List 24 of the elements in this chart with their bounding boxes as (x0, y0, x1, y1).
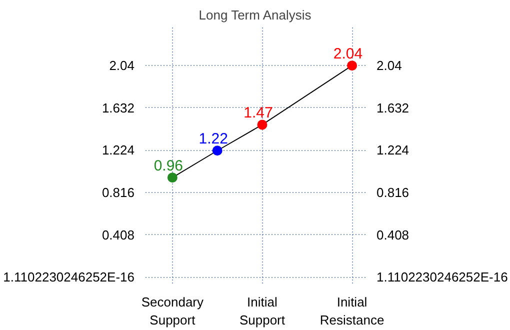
data-label: 2.04 (333, 46, 363, 63)
y2-tick-label: 1.1102230246252E-16 (376, 270, 508, 285)
x-tick-label: Secondary Support (141, 294, 204, 328)
data-label: 0.96 (154, 158, 184, 175)
y2-tick-label: 2.04 (376, 58, 402, 74)
x-tick-label: Initial Resistance (320, 294, 384, 328)
x-tick-label: Initial Support (239, 294, 286, 328)
point (212, 146, 222, 156)
y-tick-label: 0.408 (102, 227, 135, 242)
y-tick-label: 0.816 (102, 185, 135, 200)
point (347, 60, 358, 71)
y-tick-label: 1.632 (102, 100, 135, 116)
y2-tick-label: 1.632 (376, 100, 410, 116)
y2-tick-label: 1.224 (376, 142, 410, 158)
y2-tick-label: 0.816 (376, 185, 410, 200)
point (167, 172, 178, 183)
data-label: 1.47 (244, 104, 273, 122)
y-tick-label: 1.1102230246252E-16 (3, 270, 134, 285)
y2-tick-label: 0.408 (376, 227, 410, 242)
y-tick-label: 1.224 (102, 142, 135, 158)
point (257, 120, 268, 130)
data-label: 1.22 (198, 130, 228, 148)
chart-title: Long Term Analysis (198, 8, 312, 22)
y-tick-label: 2.04 (109, 58, 135, 74)
